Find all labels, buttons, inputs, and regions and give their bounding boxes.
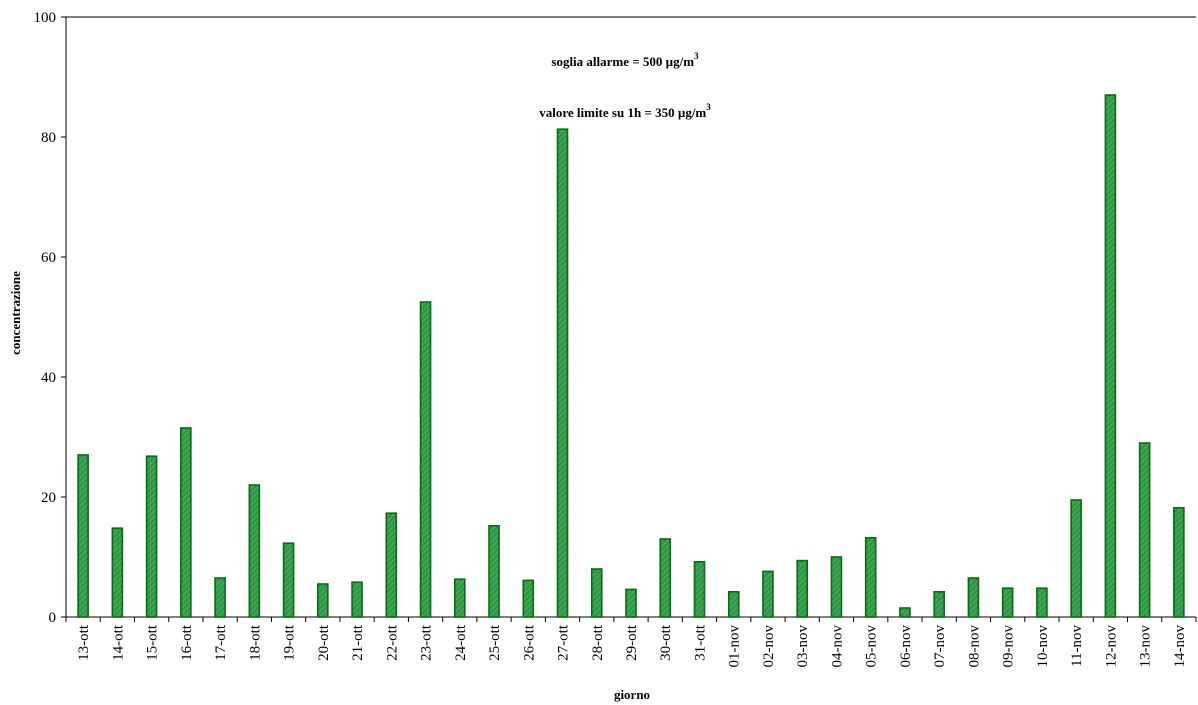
annotation-label: soglia allarme = 500 µg/m3 <box>551 51 699 69</box>
x-tick-label: 01-nov <box>727 625 743 668</box>
x-tick-label: 14-ott <box>110 624 126 661</box>
bar-21-ott <box>351 581 363 618</box>
bar-27-ott <box>556 128 569 618</box>
x-tick-label: 18-ott <box>247 624 263 661</box>
bar-19-ott <box>282 542 295 618</box>
x-axis: 13-ott 14-ott 15-ott 16-ott 17-ott 18-ott 19-o… <box>65 617 1197 668</box>
annotations: soglia allarme = 500 µg/m3 valore limite … <box>539 51 711 120</box>
bar-06-nov <box>899 607 911 618</box>
x-tick-label: 27-ott <box>556 624 572 661</box>
x-tick-label: 11-nov <box>1069 625 1085 667</box>
bar-17-ott <box>214 577 226 618</box>
bar-30-ott <box>659 538 672 618</box>
x-tick-label: 14-nov <box>1172 625 1188 668</box>
y-tick-label: 0 <box>49 610 57 626</box>
bar-20-ott <box>317 583 329 618</box>
bar-29-ott <box>625 588 637 618</box>
bar-15-ott <box>145 455 158 618</box>
bar-23-ott <box>419 301 432 618</box>
y-tick-label: 60 <box>41 250 56 266</box>
bar-03-nov <box>796 559 809 618</box>
x-tick-label: 29-ott <box>624 624 640 661</box>
y-tick-label: 100 <box>34 10 57 26</box>
bar-01-nov <box>727 590 740 618</box>
x-tick-label: 13-ott <box>76 624 92 661</box>
x-tick-label: 10-nov <box>1035 625 1051 668</box>
bar-02-nov <box>762 570 774 618</box>
y-tick-label: 80 <box>41 130 56 146</box>
bar-25-ott <box>488 524 500 618</box>
bar-series <box>77 94 1185 618</box>
x-tick-label: 24-ott <box>453 624 469 661</box>
x-tick-label: 22-ott <box>384 624 400 661</box>
bar-14-ott <box>111 527 124 618</box>
x-tick-label: 08-nov <box>966 625 982 668</box>
x-tick-label: 28-ott <box>590 624 606 661</box>
x-tick-label: 07-nov <box>932 625 948 668</box>
x-tick-label: 31-ott <box>692 624 708 661</box>
bar-08-nov <box>967 577 980 618</box>
x-tick-label: 23-ott <box>419 624 435 661</box>
bar-12-nov <box>1104 94 1117 618</box>
bar-16-ott <box>180 427 192 618</box>
bar-24-ott <box>453 578 466 618</box>
x-tick-label: 26-ott <box>521 624 537 661</box>
x-tick-label: 02-nov <box>761 625 777 668</box>
bar-14-nov <box>1173 506 1185 618</box>
x-tick-label: 09-nov <box>1001 625 1017 668</box>
y-tick-label: 20 <box>41 490 56 506</box>
bar-13-nov <box>1138 442 1151 618</box>
x-tick-label: 06-nov <box>898 625 914 668</box>
x-tick-label: 25-ott <box>487 624 503 661</box>
x-tick-label: 16-ott <box>179 624 195 661</box>
x-tick-label: 21-ott <box>350 624 366 661</box>
x-axis-title: giorno <box>614 687 650 702</box>
bar-31-ott <box>693 560 706 618</box>
bar-13-ott <box>77 454 89 618</box>
x-tick-label: 03-nov <box>795 625 811 668</box>
x-tick-label: 12-nov <box>1103 625 1119 668</box>
x-tick-label: 17-ott <box>213 624 229 661</box>
y-tick-label: 40 <box>41 370 56 386</box>
bar-18-ott <box>248 484 261 618</box>
x-tick-label: 05-nov <box>864 625 880 668</box>
bar-11-nov <box>1070 499 1082 618</box>
bar-26-ott <box>522 579 535 618</box>
x-tick-label: 15-ott <box>145 624 161 661</box>
x-tick-label: 20-ott <box>316 624 332 661</box>
bar-04-nov <box>830 556 843 618</box>
x-tick-label: 04-nov <box>829 625 845 668</box>
y-axis-title: concentrazione <box>8 271 23 355</box>
annotation-label: valore limite su 1h = 350 µg/m3 <box>539 102 711 120</box>
bar-28-ott <box>590 568 603 618</box>
x-tick-label: 13-nov <box>1138 625 1154 668</box>
y-axis: 0 20 40 60 80 100 <box>34 10 66 626</box>
bar-09-nov <box>1001 587 1014 618</box>
bar-07-nov <box>933 590 945 618</box>
bar-22-ott <box>385 512 398 618</box>
bar-05-nov <box>864 536 877 618</box>
x-tick-label: 19-ott <box>282 624 298 661</box>
x-tick-label: 30-ott <box>658 624 674 661</box>
bar-10-nov <box>1036 587 1048 618</box>
